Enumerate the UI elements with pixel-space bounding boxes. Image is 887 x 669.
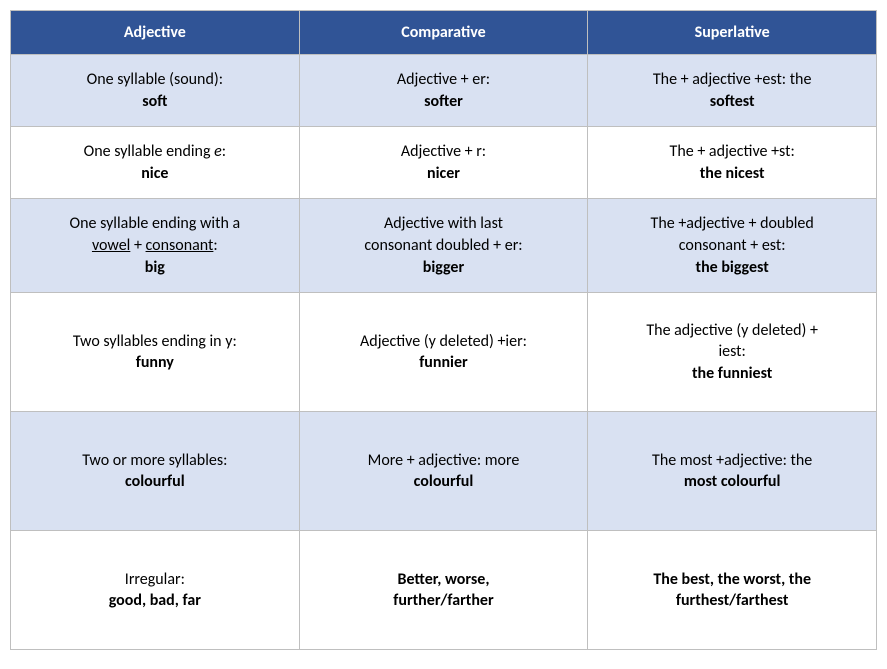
cell-sup: The + adjective +est: the softest	[588, 55, 877, 127]
table-row: One syllable ending e: nice Adjective + …	[11, 127, 877, 199]
cell-text: The + adjective +st:	[670, 142, 795, 161]
cell-text: :	[213, 236, 217, 255]
cell-text: iest:	[718, 342, 745, 361]
cell-cmp: Adjective with last consonant doubled + …	[299, 199, 588, 293]
cell-bold: further/farther	[393, 591, 493, 610]
cell-sup: The + adjective +st: the nicest	[588, 127, 877, 199]
col-comparative: Comparative	[299, 11, 588, 55]
cell-bold: the biggest	[696, 258, 769, 277]
cell-text: One syllable ending	[84, 142, 214, 161]
cell-bold: Better, worse,	[397, 570, 489, 589]
cell-bold: big	[145, 258, 165, 277]
col-superlative: Superlative	[588, 11, 877, 55]
cell-bold: the funniest	[692, 364, 772, 383]
cell-adj: One syllable ending with a vowel + conso…	[11, 199, 300, 293]
header-row: Adjective Comparative Superlative	[11, 11, 877, 55]
cell-bold: the nicest	[700, 164, 765, 183]
cell-bold: colourful	[125, 472, 185, 491]
cell-sup: The adjective (y deleted) + iest: the fu…	[588, 293, 877, 412]
cell-text: More + adjective: more	[368, 451, 520, 470]
cell-text: Adjective + r:	[401, 142, 486, 161]
cell-bold: good, bad, far	[109, 591, 201, 610]
cell-cmp: More + adjective: more colourful	[299, 412, 588, 531]
cell-text: Irregular:	[125, 570, 185, 589]
cell-text: :	[222, 142, 226, 161]
cell-cmp: Adjective (y deleted) +ier: funnier	[299, 293, 588, 412]
cell-sup: The most +adjective: the most colourful	[588, 412, 877, 531]
cell-adj: Two syllables ending in y: funny	[11, 293, 300, 412]
cell-bold: most colourful	[684, 472, 781, 491]
cell-bold: soft	[142, 92, 167, 111]
cell-bold: softer	[424, 92, 463, 111]
cell-text: consonant + est:	[679, 236, 786, 255]
table-row: Irregular: good, bad, far Better, worse,…	[11, 531, 877, 650]
cell-bold: The best, the worst, the	[653, 570, 811, 589]
cell-underline: consonant	[146, 236, 214, 255]
cell-text: The most +adjective: the	[652, 451, 812, 470]
cell-text: The + adjective +est: the	[653, 70, 812, 89]
cell-text: The +adjective + doubled	[651, 214, 814, 233]
cell-adj: One syllable ending e: nice	[11, 127, 300, 199]
cell-adj: One syllable (sound): soft	[11, 55, 300, 127]
cell-text: Two or more syllables:	[82, 451, 227, 470]
cell-bold: funnier	[419, 353, 468, 372]
table-row: Two or more syllables: colourful More + …	[11, 412, 877, 531]
cell-bold: funny	[136, 353, 174, 372]
cell-sup: The best, the worst, the furthest/farthe…	[588, 531, 877, 650]
cell-bold: nicer	[427, 164, 460, 183]
cell-text: Adjective with last	[384, 214, 503, 233]
table-row: One syllable ending with a vowel + conso…	[11, 199, 877, 293]
cell-sup: The +adjective + doubled consonant + est…	[588, 199, 877, 293]
cell-adj: Two or more syllables: colourful	[11, 412, 300, 531]
cell-bold: nice	[141, 164, 168, 183]
cell-underline: vowel	[92, 236, 130, 255]
cell-text: Two syllables ending in y:	[73, 332, 237, 351]
grammar-table: Adjective Comparative Superlative One sy…	[10, 10, 877, 650]
table-row: One syllable (sound): soft Adjective + e…	[11, 55, 877, 127]
cell-bold: bigger	[423, 258, 464, 277]
cell-text: One syllable (sound):	[87, 70, 223, 89]
cell-text: One syllable ending with a	[70, 214, 241, 233]
cell-cmp: Adjective + r: nicer	[299, 127, 588, 199]
cell-bold: furthest/farthest	[676, 591, 788, 610]
cell-adj: Irregular: good, bad, far	[11, 531, 300, 650]
cell-bold: softest	[710, 92, 755, 111]
cell-text: +	[130, 236, 145, 255]
cell-bold: colourful	[414, 472, 474, 491]
cell-text: Adjective + er:	[397, 70, 490, 89]
cell-italic: e	[214, 142, 222, 161]
cell-cmp: Adjective + er: softer	[299, 55, 588, 127]
col-adjective: Adjective	[11, 11, 300, 55]
cell-text: consonant doubled + er:	[364, 236, 522, 255]
cell-cmp: Better, worse, further/farther	[299, 531, 588, 650]
cell-text: Adjective (y deleted) +ier:	[360, 332, 527, 351]
cell-text: The adjective (y deleted) +	[646, 321, 818, 340]
table-row: Two syllables ending in y: funny Adjecti…	[11, 293, 877, 412]
